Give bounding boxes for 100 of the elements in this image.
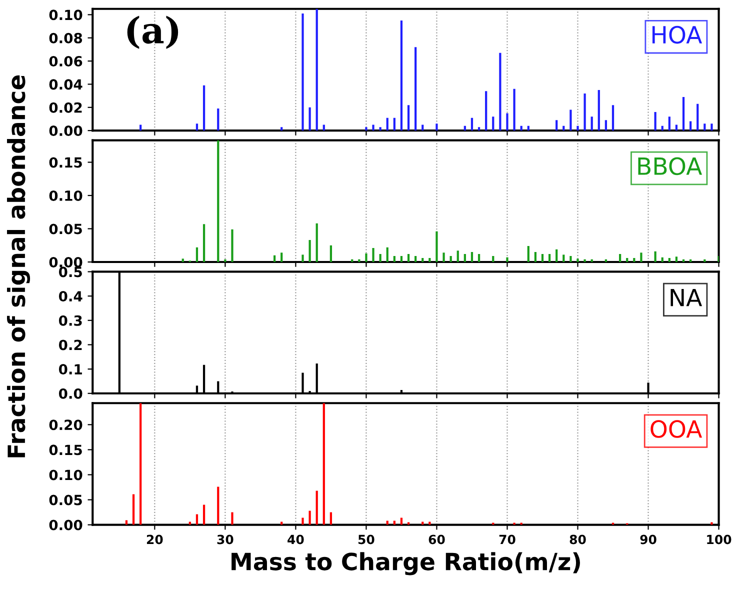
bar [316, 223, 318, 262]
bar [196, 514, 198, 525]
y-tick-label: 0.10 [49, 10, 82, 20]
bar [196, 124, 198, 131]
bar [470, 118, 474, 131]
bar [704, 124, 706, 131]
y-tick-label: 0.00 [49, 256, 82, 268]
bar [365, 253, 368, 262]
bar [316, 8, 318, 131]
bar [612, 105, 614, 131]
bar [280, 127, 283, 131]
bar [478, 254, 480, 262]
bar [322, 403, 325, 525]
bar [598, 90, 600, 131]
text: BBOA [638, 157, 702, 176]
bar [436, 231, 438, 262]
bar [217, 140, 220, 262]
bar [202, 85, 206, 131]
bar [436, 124, 438, 131]
bar [132, 494, 135, 525]
bar [654, 251, 656, 262]
bar [541, 254, 544, 262]
text: NA [670, 288, 702, 306]
bar [414, 256, 417, 262]
bar [393, 256, 396, 262]
x-tick-label: 100 [707, 534, 732, 544]
x-tick-label: 40 [288, 534, 304, 544]
bar [464, 126, 466, 131]
bar [308, 107, 311, 131]
x-tick-label: 30 [217, 534, 234, 544]
y-tick-label: 0.00 [49, 520, 82, 530]
bar [422, 124, 424, 131]
y-tick-label: 0.20 [49, 420, 82, 430]
x-axis-title: Mass to Charge Ratio(m/z) [232, 552, 580, 576]
bar [675, 124, 678, 131]
y-tick-label: 0.15 [49, 444, 82, 456]
bar [322, 124, 325, 131]
bar [675, 256, 678, 262]
bar [661, 126, 664, 131]
bar [604, 120, 608, 131]
bar [556, 249, 558, 262]
bar [562, 126, 565, 131]
bar [570, 256, 572, 262]
y-tick-label: 0.05 [49, 224, 82, 234]
x-tick-label: 70 [499, 534, 516, 544]
bar [548, 254, 551, 262]
bar [422, 258, 424, 262]
bar [379, 254, 382, 262]
bar [273, 255, 276, 262]
y-tick-label: 0.5 [58, 266, 82, 278]
bar [562, 254, 565, 262]
y-tick-label: 0.1 [58, 364, 82, 375]
bar [372, 248, 374, 262]
bar [470, 252, 474, 262]
bar [407, 105, 410, 131]
bar [534, 252, 536, 262]
bar [696, 104, 699, 131]
x-tick-label: 20 [146, 534, 163, 544]
bar [710, 124, 713, 131]
y-axis-title: Fraction of signal abondance [7, 75, 30, 458]
bar [407, 254, 410, 262]
bar [330, 512, 332, 525]
y-tick-label: 0.02 [49, 102, 82, 113]
bar [506, 113, 508, 131]
bar [182, 258, 184, 262]
bar [372, 124, 374, 131]
bar [464, 254, 466, 262]
bar [478, 127, 480, 131]
bar [690, 121, 692, 131]
bar [196, 247, 198, 262]
bar [386, 247, 388, 262]
bar [428, 258, 431, 262]
bar [485, 91, 488, 131]
y-tick-label: 0.08 [49, 32, 82, 44]
bar [231, 229, 234, 262]
bar [217, 486, 220, 525]
bar [140, 124, 142, 131]
y-tick-label: 0.15 [49, 157, 82, 168]
bar [626, 258, 628, 262]
bar [661, 257, 664, 262]
y-tick-label: 0.10 [49, 190, 82, 201]
y-tick-label: 0.00 [49, 126, 82, 136]
bar [654, 112, 656, 131]
bar [393, 118, 396, 131]
annotation: (a) [127, 16, 178, 49]
bar [499, 52, 502, 131]
bar [217, 108, 220, 131]
bar [386, 118, 388, 131]
bar [576, 258, 579, 262]
bar [618, 254, 622, 262]
bar [414, 47, 417, 131]
bar [668, 258, 670, 262]
text: HOA [652, 26, 702, 44]
x-tick-label: 60 [428, 534, 445, 544]
bar [302, 254, 304, 262]
bar [710, 522, 713, 525]
bar [365, 127, 368, 131]
bar [590, 116, 593, 131]
bar [379, 127, 382, 131]
bar [400, 20, 403, 131]
